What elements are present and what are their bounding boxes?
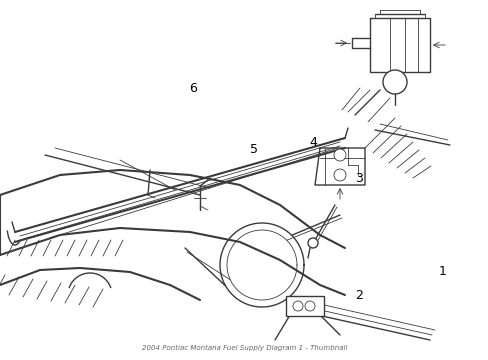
Text: 6: 6 <box>189 82 197 95</box>
Circle shape <box>333 169 346 181</box>
FancyBboxPatch shape <box>285 296 324 316</box>
Circle shape <box>333 149 346 161</box>
Text: 2: 2 <box>355 289 363 302</box>
Text: 4: 4 <box>308 136 316 149</box>
Circle shape <box>307 238 317 248</box>
Text: 1: 1 <box>438 265 446 278</box>
Text: 3: 3 <box>355 172 363 185</box>
Circle shape <box>382 70 406 94</box>
Text: 5: 5 <box>250 143 258 156</box>
Circle shape <box>305 301 314 311</box>
Text: 2004 Pontiac Montana Fuel Supply Diagram 1 - Thumbnail: 2004 Pontiac Montana Fuel Supply Diagram… <box>142 345 346 351</box>
Circle shape <box>292 301 303 311</box>
